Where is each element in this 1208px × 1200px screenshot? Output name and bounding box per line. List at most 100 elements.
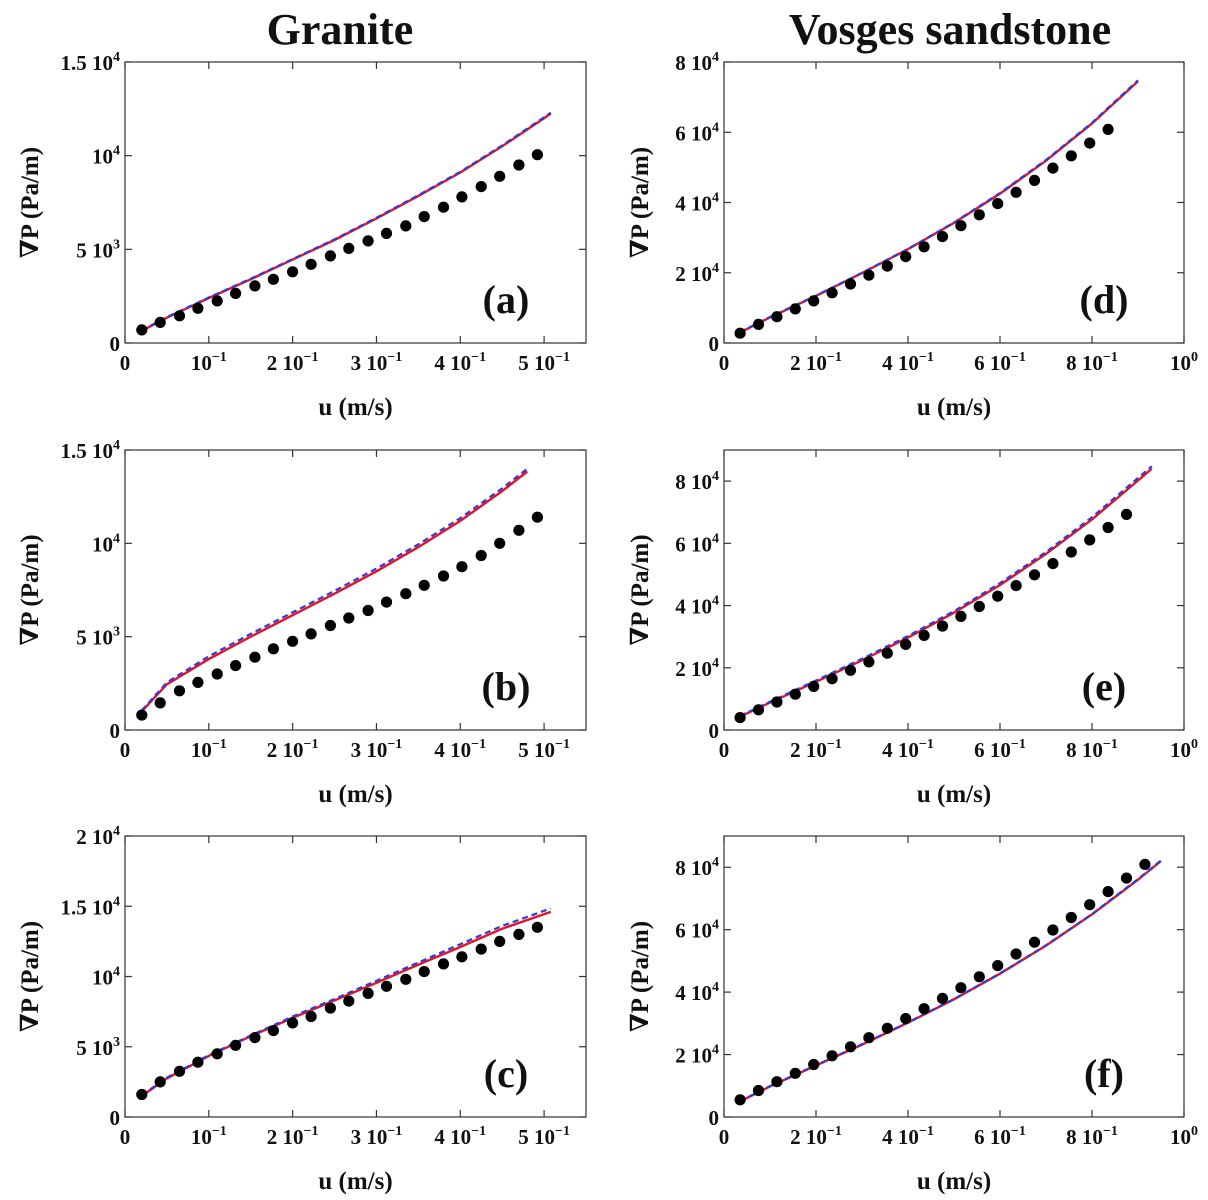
x-tick-label: 4 10−1: [882, 350, 934, 375]
y-tick-label: 0: [110, 332, 121, 356]
y-tick-label: 0: [110, 1106, 121, 1130]
data-point: [992, 960, 1004, 972]
data-point: [305, 628, 317, 640]
data-point: [192, 1056, 204, 1068]
y-tick-label: 2 104: [675, 656, 719, 681]
y-tick-label: 4 104: [675, 191, 719, 216]
data-point: [494, 537, 506, 549]
data-point: [400, 220, 412, 232]
data-point: [192, 302, 204, 314]
x-tick-label: 4 10−1: [882, 737, 934, 762]
panel-a: 0 10−1 2 10−1 3 10−1 4 10−1 5 10−1 0 5 103 104 1.…: [17, 50, 587, 421]
y-tick-label: 8 104: [675, 469, 719, 494]
data-point: [154, 316, 166, 328]
data-point: [881, 1022, 893, 1034]
data-point: [918, 629, 930, 642]
data-point: [343, 995, 355, 1007]
data-point: [734, 1094, 746, 1106]
data-point: [808, 680, 820, 693]
data-point: [531, 511, 544, 523]
data-point: [844, 278, 857, 290]
data-point: [973, 600, 985, 613]
data-point: [324, 619, 336, 632]
y-tick-label: 0: [709, 332, 720, 356]
data-point: [844, 664, 857, 676]
data-point: [1028, 174, 1041, 186]
data-point: [287, 266, 299, 278]
series-line-solid: [739, 80, 1139, 334]
x-tick-label: 8 10−1: [1066, 737, 1118, 762]
data-point: [192, 676, 204, 689]
panel-d: 0 2 10−1 4 10−1 6 10−1 8 10−1 100 0 2 104 4 104 6…: [627, 50, 1198, 421]
x-tick-label: 4 10−1: [434, 1124, 486, 1149]
data-point: [475, 181, 487, 193]
data-point: [1102, 886, 1114, 898]
data-point: [752, 1084, 765, 1097]
panels: 0 10−1 2 10−1 3 10−1 4 10−1 5 10−1 0 5 103 104 1.…: [17, 50, 1198, 1195]
data-point: [992, 590, 1004, 602]
data-point: [881, 647, 893, 659]
data-point: [1010, 948, 1022, 960]
y-axis-label: ∇P (Pa/m): [17, 921, 44, 1032]
y-tick-label: 1.5 104: [61, 438, 121, 463]
data-point: [380, 227, 393, 239]
y-tick-label: 104: [92, 144, 120, 169]
data-point: [136, 324, 148, 336]
data-point: [936, 231, 949, 243]
x-tick-label: 8 10−1: [1066, 1124, 1118, 1149]
panel-label: (d): [1080, 277, 1129, 322]
series-line-solid: [140, 470, 529, 713]
column-title-vosges-sandstone: Vosges sandstone: [789, 5, 1111, 54]
y-tick-label: 8 104: [675, 50, 719, 75]
data-point: [418, 966, 430, 978]
plot-frame: [723, 449, 1185, 731]
data-point: [1047, 162, 1059, 174]
data-point: [531, 921, 544, 933]
data-point: [863, 656, 875, 668]
data-point: [955, 982, 967, 994]
y-tick-label: 6 104: [675, 531, 719, 556]
panel-label: (c): [484, 1051, 528, 1096]
x-tick-label: 0: [120, 1125, 131, 1149]
x-tick-label: 2 10−1: [267, 350, 319, 375]
data-point: [789, 688, 801, 700]
x-axis-label: u (m/s): [318, 1168, 392, 1195]
x-tick-label: 3 10−1: [351, 350, 403, 375]
data-point: [789, 303, 801, 315]
x-tick-label: 5 10−1: [518, 737, 570, 762]
y-tick-label: 2 104: [76, 824, 120, 849]
data-point: [789, 1067, 801, 1079]
data-point: [494, 170, 506, 182]
data-point: [808, 295, 820, 307]
data-point: [752, 704, 765, 716]
data-point: [475, 549, 487, 562]
data-point: [1065, 911, 1077, 924]
y-axis-label: ∇P (Pa/m): [627, 534, 654, 645]
data-point: [249, 280, 261, 292]
data-point: [456, 191, 468, 203]
series-line-dashed: [739, 79, 1139, 334]
x-tick-label: 2 10−1: [267, 737, 319, 762]
data-point: [173, 685, 186, 697]
plot-frame: [124, 449, 587, 731]
y-tick-label: 5 103: [76, 237, 120, 262]
panel-c: 0 10−1 2 10−1 3 10−1 4 10−1 5 10−1 0 5 103 104 1.…: [17, 824, 587, 1195]
data-point: [287, 1017, 299, 1029]
y-tick-label: 4 104: [675, 594, 719, 619]
data-point: [136, 1088, 148, 1101]
y-tick-label: 0: [709, 719, 720, 743]
data-point: [881, 260, 893, 272]
x-tick-label: 100: [1170, 350, 1198, 375]
data-point: [734, 327, 746, 339]
x-tick-label: 0: [719, 351, 730, 375]
y-tick-label: 0: [709, 1106, 720, 1130]
x-tick-label: 0: [120, 738, 131, 762]
y-tick-label: 4 104: [675, 980, 719, 1005]
data-point: [475, 943, 487, 955]
data-point: [380, 980, 393, 992]
data-point: [287, 635, 299, 647]
data-point: [808, 1058, 820, 1071]
data-point: [771, 311, 783, 323]
y-tick-label: 1.5 104: [61, 894, 121, 919]
